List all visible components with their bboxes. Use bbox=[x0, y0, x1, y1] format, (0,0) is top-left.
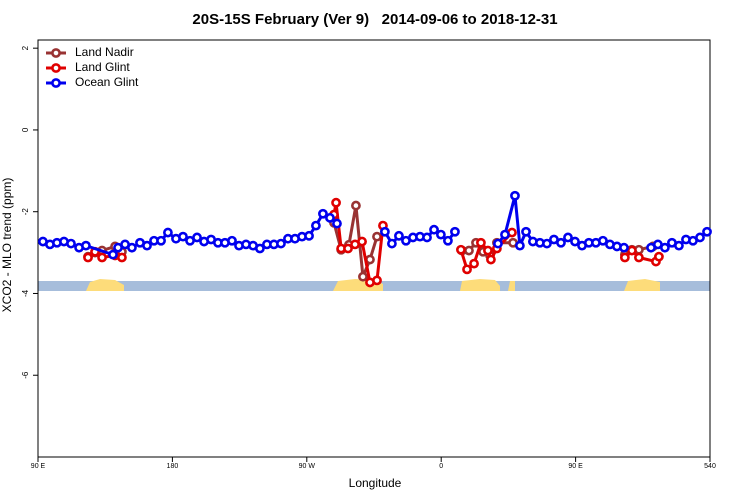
chart-title: 20S-15S February (Ver 9) 2014-09-06 to 2… bbox=[192, 11, 557, 28]
point bbox=[351, 200, 361, 211]
point bbox=[227, 235, 237, 246]
series bbox=[83, 197, 664, 288]
y-tick-label: -4 bbox=[21, 289, 30, 297]
point bbox=[521, 226, 531, 237]
legend-marker bbox=[51, 48, 61, 58]
point bbox=[255, 243, 265, 254]
point bbox=[83, 252, 93, 263]
point bbox=[542, 238, 552, 249]
x-axis-label: Longitude bbox=[349, 476, 402, 490]
point bbox=[394, 230, 404, 241]
series bbox=[38, 190, 712, 260]
point bbox=[626, 245, 637, 256]
legend-marker bbox=[51, 63, 61, 73]
y-tick-label: 2 bbox=[21, 45, 30, 50]
point bbox=[97, 252, 107, 263]
point bbox=[81, 240, 91, 251]
point bbox=[462, 264, 472, 275]
point bbox=[192, 232, 202, 243]
point bbox=[318, 208, 328, 219]
point bbox=[429, 224, 439, 235]
x-tick-label: 90 E bbox=[568, 463, 583, 470]
x-tick-label: 540 bbox=[704, 463, 716, 470]
point bbox=[276, 238, 286, 249]
point bbox=[510, 190, 520, 201]
point bbox=[372, 231, 382, 242]
land-band bbox=[508, 281, 515, 291]
legend-label: Ocean Glint bbox=[75, 75, 139, 89]
point bbox=[380, 226, 390, 237]
land-band bbox=[624, 279, 660, 291]
point bbox=[163, 227, 173, 238]
point bbox=[117, 252, 127, 263]
point bbox=[619, 242, 629, 253]
point bbox=[178, 231, 188, 242]
point bbox=[108, 249, 118, 260]
point bbox=[500, 229, 510, 240]
point bbox=[695, 232, 705, 243]
land-band bbox=[86, 279, 124, 291]
point bbox=[387, 238, 397, 249]
point bbox=[654, 251, 664, 262]
point bbox=[331, 197, 341, 208]
point bbox=[464, 245, 474, 256]
point bbox=[619, 252, 630, 263]
point bbox=[332, 218, 342, 229]
y-tick-label: -6 bbox=[21, 371, 30, 379]
point bbox=[634, 252, 644, 263]
point bbox=[493, 238, 503, 249]
point bbox=[311, 220, 321, 231]
legend-marker bbox=[51, 78, 61, 88]
x-tick-label: 0 bbox=[439, 463, 443, 470]
point bbox=[357, 236, 367, 247]
point bbox=[358, 271, 368, 282]
y-axis-label: XCO2 - MLO trend (ppm) bbox=[0, 178, 14, 313]
point bbox=[702, 226, 712, 237]
point bbox=[456, 244, 466, 255]
point bbox=[450, 226, 460, 237]
x-tick-label: 90 W bbox=[299, 463, 316, 470]
point bbox=[372, 275, 382, 286]
point bbox=[127, 242, 137, 253]
point bbox=[436, 229, 446, 240]
point bbox=[343, 243, 353, 254]
point bbox=[304, 230, 314, 241]
point bbox=[660, 242, 670, 253]
point bbox=[422, 232, 432, 243]
point bbox=[514, 240, 525, 251]
point bbox=[443, 235, 453, 246]
legend-label: Land Nadir bbox=[75, 45, 134, 59]
plot-frame bbox=[37, 39, 711, 458]
point bbox=[598, 235, 608, 246]
x-tick-label: 90 E bbox=[31, 463, 46, 470]
surface-band bbox=[38, 279, 710, 291]
point bbox=[156, 235, 166, 246]
point bbox=[674, 240, 684, 251]
point bbox=[486, 254, 496, 265]
point bbox=[142, 240, 152, 251]
y-tick-label: -2 bbox=[21, 208, 30, 216]
point bbox=[476, 237, 486, 248]
point bbox=[563, 232, 573, 243]
point bbox=[469, 258, 479, 269]
point bbox=[325, 212, 335, 223]
point bbox=[66, 238, 76, 249]
point bbox=[570, 236, 580, 247]
x-tick-label: 180 bbox=[167, 463, 179, 470]
point bbox=[483, 245, 493, 256]
y-tick-label: 0 bbox=[21, 127, 30, 132]
point bbox=[556, 237, 566, 248]
legend-label: Land Glint bbox=[75, 60, 130, 74]
land-band bbox=[460, 279, 500, 291]
